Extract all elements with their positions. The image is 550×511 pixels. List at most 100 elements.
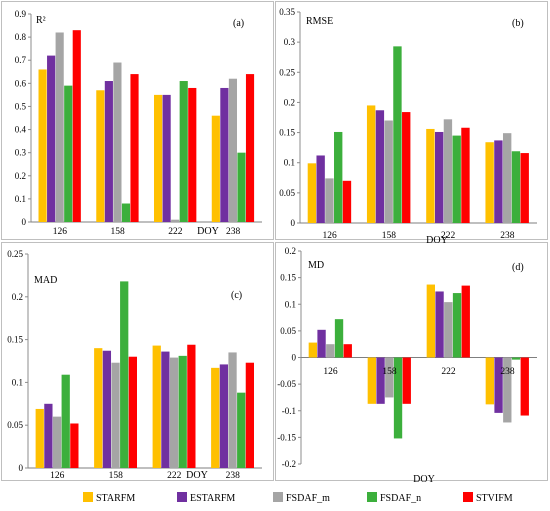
y-tick-label: 0.9 [15,9,27,19]
legend-swatch-stvifm [463,492,473,502]
bar-fsdaf-n-158 [393,46,402,223]
bar-fsdaf-n-222 [178,355,187,468]
bar-stvifm-126 [72,30,81,223]
bar-estarfm-158 [375,110,385,223]
bar-starfm-222 [152,345,161,468]
x-axis-title: DOY [186,470,208,481]
bar-estarfm-158 [104,81,113,223]
y-tick-label: 0.7 [15,55,27,65]
bar-starfm-238 [211,367,220,468]
bar-estarfm-126 [44,403,53,468]
x-axis-title: DOY [197,226,219,237]
x-tick-label: 222 [441,231,456,241]
bar-stvifm-222 [188,87,197,223]
bar-stvifm-158 [128,356,137,468]
bar-starfm-222 [426,284,435,358]
bar-fsdaf-n-126 [64,85,73,222]
chart-legend: STARFM ESTARFM FSDAF_m FSDAF_n STVIFM [83,492,513,504]
y-tick-label: 0 [22,217,27,227]
panel-title: MAD [34,275,57,286]
y-tick-label: 0.05 [7,420,23,430]
y-tick-label: 0.15 [7,335,23,345]
bar-fsdaf-n-126 [334,131,343,223]
panel-label: (c) [231,290,242,301]
y-tick-label: 0.35 [279,7,295,17]
bar-starfm-126 [35,408,44,468]
chart-panel-md: -0.2 -0.15 -0.1 -0.05 0 0.05 0.1 0.15 0.2 126 158 2… [277,246,537,485]
x-tick-label: 126 [50,471,65,481]
x-tick-label: 238 [226,227,241,237]
x-tick-label: 158 [382,367,397,377]
x-tick-label: 158 [111,227,126,237]
x-axis-title: DOY [413,474,435,485]
y-tick-label: 0.2 [12,292,23,302]
panel-b-frame [275,1,548,240]
y-tick-label: 0.1 [12,377,23,387]
y-tick-label: 0.25 [279,67,295,77]
chart-panel-r2: 0 0.1 0.2 0.3 0.4 0.5 0.6 0.7 0.8 0.9 126 158 222 238… [15,9,262,237]
y-tick-label: 0.8 [15,32,27,42]
bar-starfm-238 [211,115,220,222]
bar-estarfm-238 [219,364,229,468]
bar-estarfm-238 [494,140,503,223]
bar-estarfm-238 [494,357,503,413]
y-tick-label: 0.15 [279,128,295,138]
x-tick-label: 222 [167,471,182,481]
y-tick-label: -0.2 [282,459,296,469]
bar-stvifm-238 [520,357,529,416]
x-tick-label: 158 [109,471,124,481]
y-tick-label: 0.1 [15,194,26,204]
bar-stvifm-222 [461,127,470,223]
bar-fsdaf-m-238 [502,133,512,223]
x-tick-label: 126 [53,227,68,237]
legend-label-starfm: STARFM [96,493,135,504]
panel-title: RMSE [306,16,333,27]
bar-starfm-126 [38,69,47,222]
bar-stvifm-126 [342,180,352,223]
bar-starfm-222 [154,94,163,222]
bar-stvifm-238 [520,153,529,223]
bar-starfm-126 [307,163,317,223]
bar-fsdaf-n-238 [511,151,521,223]
x-axis-title: DOY [426,235,448,246]
bar-fsdaf-m-126 [55,32,64,222]
x-tick-label: 238 [226,471,241,481]
bar-fsdaf-n-158 [393,357,403,439]
bar-estarfm-222 [435,291,444,358]
bar-fsdaf-n-158 [120,281,129,468]
bar-starfm-158 [366,105,376,223]
y-tick-label: 0.1 [285,299,296,309]
bar-stvifm-126 [70,423,79,468]
panel-a-frame [1,1,274,240]
x-tick-label: 238 [500,231,515,241]
bar-starfm-222 [426,128,435,223]
panel-d-frame [275,242,548,481]
panel-label: (a) [233,18,244,29]
y-tick-label: 0.5 [15,101,27,111]
legend-swatch-estarfm [177,492,187,502]
bar-fsdaf-n-126 [334,319,344,358]
legend-label-fsdaf-m: FSDAF_m [286,493,330,504]
y-tick-label: 0.3 [15,148,27,158]
y-tick-label: 0 [19,463,24,473]
chart-panel-rmse: 0 0.05 0.1 0.15 0.2 0.25 0.3 0.35 126 158 222 238 DO… [279,7,537,246]
legend-label-estarfm: ESTARFM [190,493,235,504]
bar-fsdaf-m-126 [326,344,335,358]
bar-fsdaf-m-222 [169,357,179,468]
y-tick-label: 0 [291,218,296,228]
bar-fsdaf-n-222 [452,135,461,223]
bar-stvifm-222 [461,285,470,358]
y-tick-label: -0.05 [277,379,296,389]
legend-swatch-fsdaf-n [367,492,377,502]
panel-label: (d) [512,262,524,273]
y-tick-label: 0.1 [284,158,295,168]
bar-starfm-158 [96,90,105,223]
bar-fsdaf-n-222 [179,81,188,223]
bar-fsdaf-m-126 [325,178,334,223]
legend-label-fsdaf-n: FSDAF_n [380,493,421,504]
legend-label-stvifm: STVIFM [476,493,513,504]
x-tick-label: 222 [168,227,183,237]
x-tick-label: 126 [323,231,338,241]
y-tick-label: 0.2 [284,97,295,107]
